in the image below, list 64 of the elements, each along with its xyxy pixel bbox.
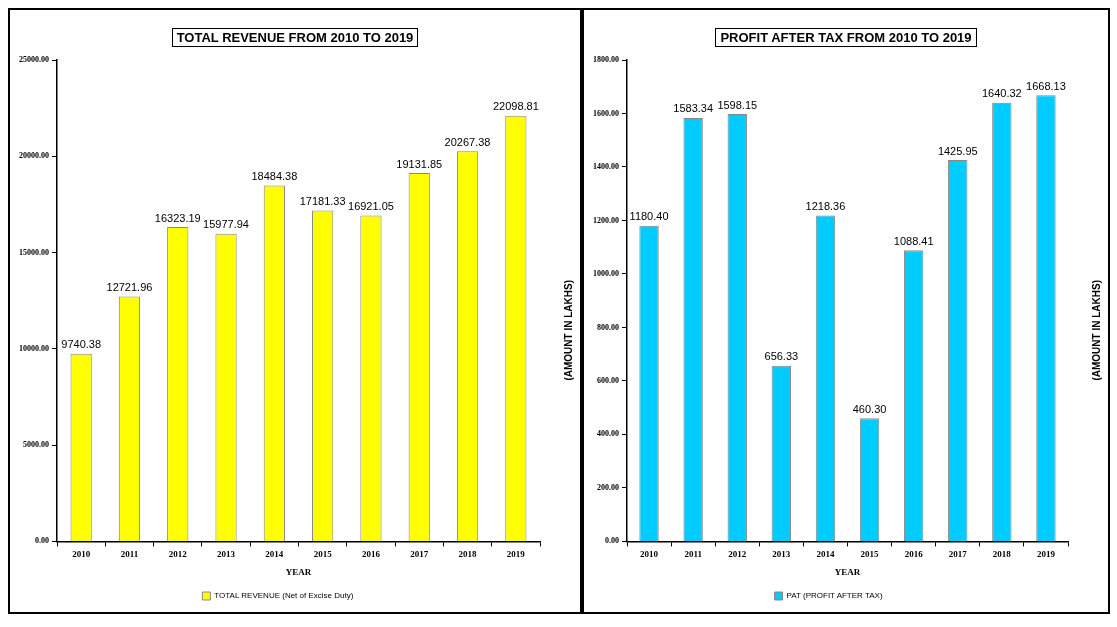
x-tick-label: 2010 <box>640 549 659 560</box>
chart-title: TOTAL REVENUE FROM 2010 TO 2019 <box>171 28 419 47</box>
y-tick-label: 25000.00 <box>19 55 49 65</box>
x-tick-label: 2011 <box>120 549 139 560</box>
x-tick-label: 2019 <box>1036 549 1056 560</box>
data-label: 460.30 <box>852 402 887 415</box>
x-tick-label: 2017 <box>410 549 429 560</box>
x-tick-label: 2011 <box>684 549 703 560</box>
data-label: 12721.96 <box>106 280 153 293</box>
data-label: 9740.38 <box>61 338 102 351</box>
y-tick-label: 15000.00 <box>19 247 49 257</box>
y-tick-label: 400.00 <box>597 429 619 439</box>
x-tick-label: 2018 <box>992 549 1012 560</box>
y-tick-label: 1000.00 <box>593 269 619 279</box>
x-axis-title: YEAR <box>834 566 861 577</box>
legend-label: TOTAL REVENUE (Net of Excise Duty) <box>214 591 354 601</box>
y-axis-title: (AMOUNT IN LAKHS) <box>563 280 574 381</box>
data-label: 16921.05 <box>348 200 394 213</box>
data-label: 1088.41 <box>893 234 934 247</box>
x-tick-label: 2017 <box>948 549 968 560</box>
data-label: 1218.36 <box>805 200 846 213</box>
chart-title: PROFIT AFTER TAX FROM 2010 TO 2019 <box>715 28 977 47</box>
y-tick-label: 20000.00 <box>19 151 49 161</box>
x-tick-label: 2013 <box>772 549 791 560</box>
data-label: 1640.32 <box>981 87 1022 100</box>
data-label: 16323.19 <box>154 211 201 224</box>
data-label: 20267.38 <box>444 135 491 148</box>
data-label: 18484.38 <box>251 170 298 182</box>
y-tick-label: 800.00 <box>597 322 619 332</box>
data-label: 1583.34 <box>673 102 714 115</box>
y-tick-label: 0.00 <box>605 536 619 546</box>
data-label: 17181.33 <box>299 195 346 208</box>
x-tick-label: 2014 <box>816 549 835 560</box>
y-tick-label: 5000.00 <box>23 440 49 450</box>
data-label: 19131.85 <box>396 157 443 170</box>
data-label: 15977.94 <box>203 218 249 231</box>
x-tick-label: 2010 <box>72 549 91 560</box>
y-tick-label: 1400.00 <box>593 162 619 172</box>
data-label: 656.33 <box>764 350 799 363</box>
x-tick-label: 2012 <box>168 549 188 560</box>
x-axis-title: YEAR <box>285 566 312 577</box>
y-tick-label: 1600.00 <box>593 108 619 118</box>
x-tick-label: 2016 <box>904 549 924 560</box>
y-tick-label: 1200.00 <box>593 215 619 225</box>
x-tick-label: 2012 <box>728 549 747 560</box>
y-axis-title: (AMOUNT IN LAKHS) <box>1091 280 1102 381</box>
x-tick-label: 2015 <box>860 549 880 560</box>
y-tick-label: 600.00 <box>597 376 619 385</box>
x-tick-label: 2019 <box>506 549 526 560</box>
data-label: 22098.81 <box>492 100 539 113</box>
x-tick-label: 2014 <box>265 549 284 560</box>
data-label: 1425.95 <box>937 144 978 157</box>
x-tick-label: 2013 <box>217 549 236 560</box>
x-tick-label: 2016 <box>361 549 381 560</box>
y-tick-label: 10000.00 <box>19 343 49 353</box>
legend-label: PAT (PROFIT AFTER TAX) <box>786 591 883 601</box>
x-tick-label: 2015 <box>313 549 333 560</box>
data-label: 1598.15 <box>717 98 758 111</box>
data-label: 1668.13 <box>1026 79 1066 92</box>
y-tick-label: 200.00 <box>597 482 619 492</box>
y-tick-label: 1800.00 <box>593 55 619 65</box>
data-label: 1180.40 <box>629 210 669 223</box>
x-tick-label: 2018 <box>458 549 478 560</box>
y-tick-label: 0.00 <box>35 536 49 546</box>
